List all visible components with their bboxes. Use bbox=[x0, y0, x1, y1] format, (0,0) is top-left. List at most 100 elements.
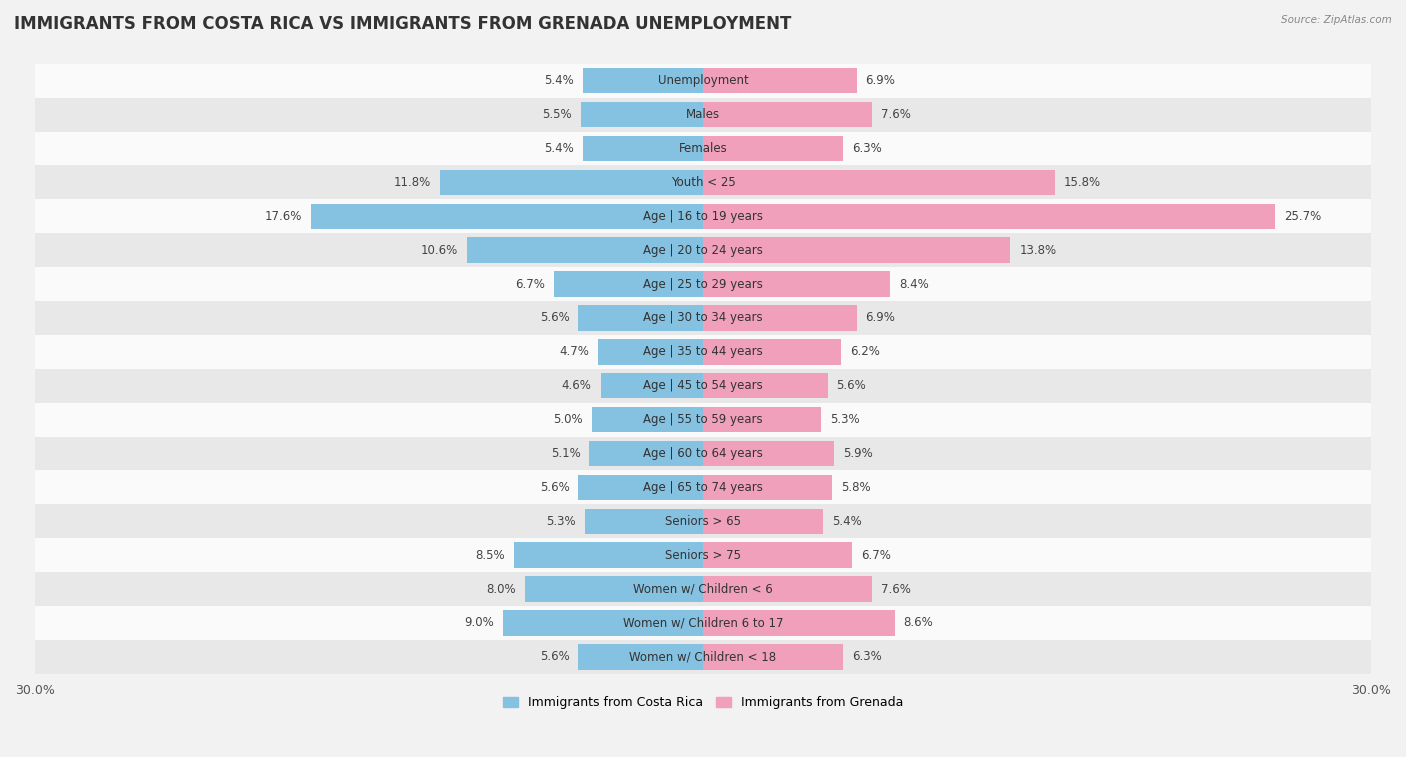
Text: Age | 45 to 54 years: Age | 45 to 54 years bbox=[643, 379, 763, 392]
Text: Women w/ Children < 18: Women w/ Children < 18 bbox=[630, 650, 776, 663]
Text: Age | 25 to 29 years: Age | 25 to 29 years bbox=[643, 278, 763, 291]
Text: 5.0%: 5.0% bbox=[553, 413, 582, 426]
Bar bbox=[578, 644, 703, 669]
Bar bbox=[703, 644, 844, 669]
Bar bbox=[35, 199, 1371, 233]
Text: 6.3%: 6.3% bbox=[852, 142, 882, 155]
Bar bbox=[35, 403, 1371, 437]
Bar bbox=[599, 339, 703, 365]
Text: 5.6%: 5.6% bbox=[540, 650, 569, 663]
Text: Youth < 25: Youth < 25 bbox=[671, 176, 735, 189]
Bar bbox=[35, 504, 1371, 538]
Text: 8.6%: 8.6% bbox=[904, 616, 934, 630]
Text: 5.3%: 5.3% bbox=[830, 413, 859, 426]
Text: Age | 65 to 74 years: Age | 65 to 74 years bbox=[643, 481, 763, 494]
Bar bbox=[703, 373, 828, 398]
Bar bbox=[35, 98, 1371, 132]
Text: 6.9%: 6.9% bbox=[866, 311, 896, 325]
Text: 5.6%: 5.6% bbox=[540, 481, 569, 494]
Bar bbox=[582, 136, 703, 161]
Bar bbox=[35, 369, 1371, 403]
Text: 5.3%: 5.3% bbox=[547, 515, 576, 528]
Bar bbox=[703, 68, 856, 93]
Bar bbox=[35, 335, 1371, 369]
Bar bbox=[35, 267, 1371, 301]
Bar bbox=[703, 576, 872, 602]
Text: 5.4%: 5.4% bbox=[544, 142, 574, 155]
Text: Seniors > 65: Seniors > 65 bbox=[665, 515, 741, 528]
Text: 4.6%: 4.6% bbox=[562, 379, 592, 392]
Bar bbox=[35, 470, 1371, 504]
Bar bbox=[35, 301, 1371, 335]
Bar bbox=[703, 543, 852, 568]
Text: Age | 20 to 24 years: Age | 20 to 24 years bbox=[643, 244, 763, 257]
Bar bbox=[35, 606, 1371, 640]
Bar bbox=[578, 305, 703, 331]
Text: IMMIGRANTS FROM COSTA RICA VS IMMIGRANTS FROM GRENADA UNEMPLOYMENT: IMMIGRANTS FROM COSTA RICA VS IMMIGRANTS… bbox=[14, 15, 792, 33]
Bar bbox=[35, 233, 1371, 267]
Bar bbox=[592, 407, 703, 432]
Bar bbox=[703, 204, 1275, 229]
Bar bbox=[703, 305, 856, 331]
Text: Age | 30 to 34 years: Age | 30 to 34 years bbox=[643, 311, 763, 325]
Bar bbox=[600, 373, 703, 398]
Text: 8.5%: 8.5% bbox=[475, 549, 505, 562]
Text: Females: Females bbox=[679, 142, 727, 155]
Bar bbox=[35, 572, 1371, 606]
Text: Age | 16 to 19 years: Age | 16 to 19 years bbox=[643, 210, 763, 223]
Bar bbox=[703, 441, 834, 466]
Text: 11.8%: 11.8% bbox=[394, 176, 432, 189]
Text: 25.7%: 25.7% bbox=[1284, 210, 1322, 223]
Text: 5.4%: 5.4% bbox=[544, 74, 574, 87]
Bar bbox=[589, 441, 703, 466]
Bar bbox=[440, 170, 703, 195]
Text: 5.6%: 5.6% bbox=[540, 311, 569, 325]
Text: 5.8%: 5.8% bbox=[841, 481, 870, 494]
Bar bbox=[703, 407, 821, 432]
Text: 9.0%: 9.0% bbox=[464, 616, 494, 630]
Text: 10.6%: 10.6% bbox=[420, 244, 458, 257]
Text: 8.0%: 8.0% bbox=[486, 583, 516, 596]
Text: 6.9%: 6.9% bbox=[866, 74, 896, 87]
Text: Age | 35 to 44 years: Age | 35 to 44 years bbox=[643, 345, 763, 358]
Bar bbox=[703, 339, 841, 365]
Text: Unemployment: Unemployment bbox=[658, 74, 748, 87]
Text: 5.6%: 5.6% bbox=[837, 379, 866, 392]
Bar bbox=[35, 166, 1371, 199]
Bar bbox=[311, 204, 703, 229]
Text: 4.7%: 4.7% bbox=[560, 345, 589, 358]
Text: 5.4%: 5.4% bbox=[832, 515, 862, 528]
Bar bbox=[703, 610, 894, 636]
Bar bbox=[703, 136, 844, 161]
Bar bbox=[703, 475, 832, 500]
Text: 5.5%: 5.5% bbox=[541, 108, 572, 121]
Bar bbox=[585, 509, 703, 534]
Text: 15.8%: 15.8% bbox=[1064, 176, 1101, 189]
Bar bbox=[35, 538, 1371, 572]
Bar bbox=[35, 64, 1371, 98]
Text: 5.1%: 5.1% bbox=[551, 447, 581, 460]
Text: Age | 55 to 59 years: Age | 55 to 59 years bbox=[643, 413, 763, 426]
Bar bbox=[703, 238, 1011, 263]
Bar bbox=[467, 238, 703, 263]
Bar bbox=[35, 437, 1371, 470]
Bar bbox=[554, 271, 703, 297]
Text: 6.2%: 6.2% bbox=[851, 345, 880, 358]
Text: 6.7%: 6.7% bbox=[515, 278, 546, 291]
Text: 7.6%: 7.6% bbox=[882, 108, 911, 121]
Bar bbox=[703, 509, 824, 534]
Text: Seniors > 75: Seniors > 75 bbox=[665, 549, 741, 562]
Text: Source: ZipAtlas.com: Source: ZipAtlas.com bbox=[1281, 15, 1392, 25]
Bar bbox=[703, 170, 1054, 195]
Bar bbox=[578, 475, 703, 500]
Bar bbox=[703, 102, 872, 127]
Bar bbox=[581, 102, 703, 127]
Bar bbox=[582, 68, 703, 93]
Text: Age | 60 to 64 years: Age | 60 to 64 years bbox=[643, 447, 763, 460]
Text: Women w/ Children < 6: Women w/ Children < 6 bbox=[633, 583, 773, 596]
Text: 6.3%: 6.3% bbox=[852, 650, 882, 663]
Text: Males: Males bbox=[686, 108, 720, 121]
Bar bbox=[703, 271, 890, 297]
Text: 6.7%: 6.7% bbox=[860, 549, 891, 562]
Text: Women w/ Children 6 to 17: Women w/ Children 6 to 17 bbox=[623, 616, 783, 630]
